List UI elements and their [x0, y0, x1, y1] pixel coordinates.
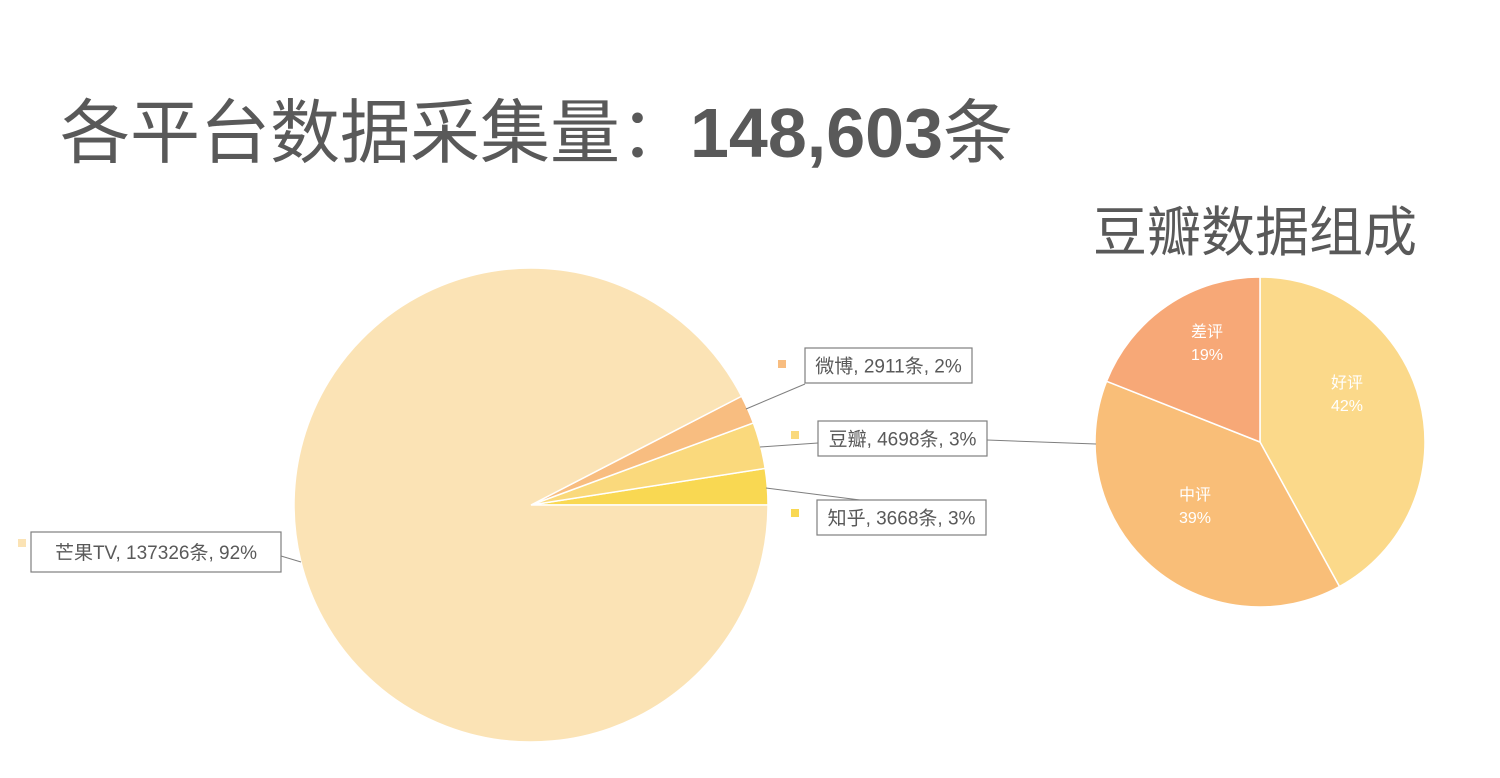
data-label-微博: 微博, 2911条, 2% — [815, 356, 962, 378]
title-prefix: 各平台数据采集量： — [60, 92, 690, 174]
data-label-芒果TV: 芒果TV, 137326条, 92% — [55, 542, 257, 564]
legend-marker-豆瓣 — [791, 431, 799, 439]
title-suffix: 条 — [943, 92, 1014, 174]
leader-line-芒果TV — [280, 555, 302, 563]
leader-line-知乎 — [765, 487, 861, 501]
leader-line-微博 — [745, 383, 806, 410]
label-box-芒果TV — [30, 531, 282, 573]
main-pie-slice-芒果TV — [293, 267, 769, 743]
douban-pie-slice-差评 — [1105, 276, 1261, 444]
douban-connector-line — [986, 439, 1097, 445]
data-label-知乎: 知乎, 3668条, 3% — [828, 508, 976, 530]
legend-marker-知乎 — [791, 509, 799, 517]
douban-chart-title: 豆瓣数据组成 — [1093, 201, 1417, 264]
leader-line-豆瓣 — [759, 442, 819, 448]
page-title: 各平台数据采集量：148,603条 — [60, 98, 1013, 168]
data-label-豆瓣: 豆瓣, 4698条, 3% — [829, 429, 977, 451]
legend-marker-微博 — [778, 360, 786, 368]
douban-pie-slice-中评 — [1094, 380, 1341, 608]
label-box-知乎 — [816, 499, 987, 536]
douban-pie-slice-好评 — [1259, 276, 1426, 588]
douban-slice-name-好评: 好评 — [1331, 374, 1363, 392]
douban-slice-percent-好评: 42% — [1331, 398, 1363, 415]
title-total: 148,603 — [690, 94, 944, 172]
legend-marker-芒果TV — [18, 539, 26, 547]
douban-slice-percent-中评: 39% — [1179, 510, 1211, 527]
label-box-豆瓣 — [817, 420, 988, 457]
douban-slice-name-中评: 中评 — [1179, 486, 1211, 504]
label-box-微博 — [804, 347, 973, 384]
douban-slice-name-差评: 差评 — [1191, 323, 1223, 341]
douban-slice-percent-差评: 19% — [1191, 347, 1223, 364]
